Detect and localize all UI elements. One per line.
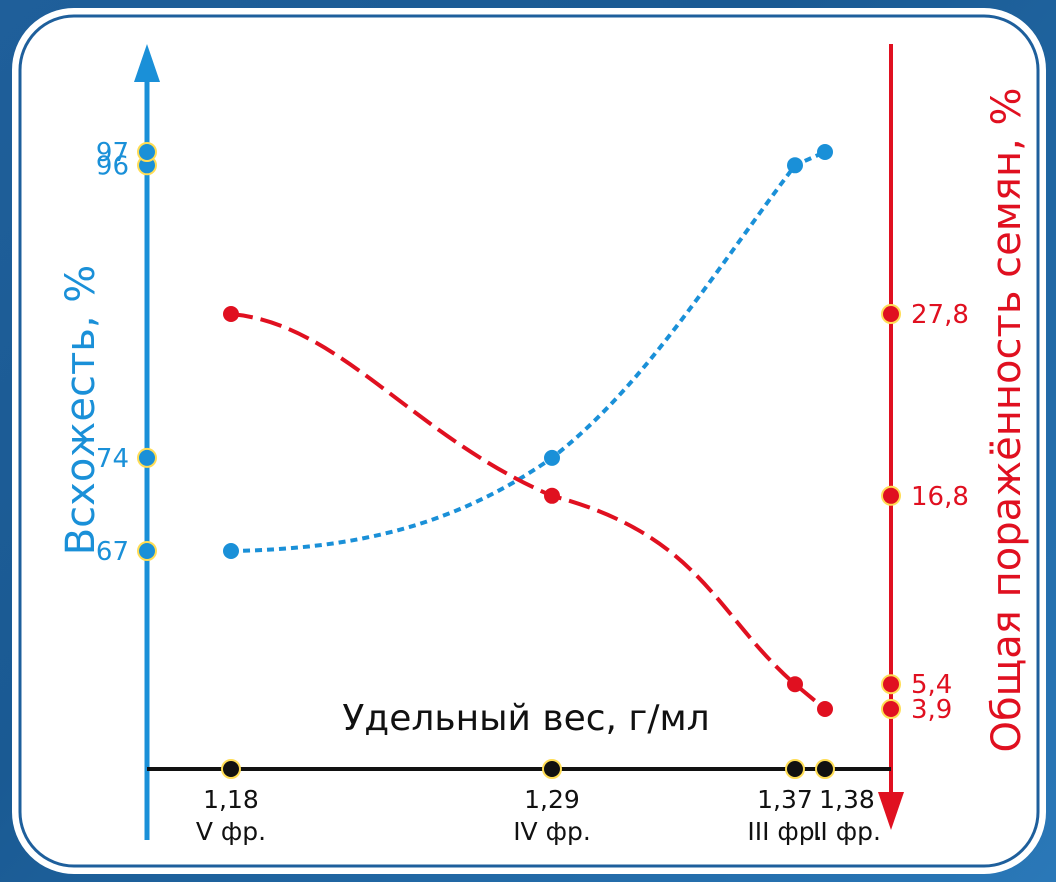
axis-point xyxy=(881,485,901,506)
data-point xyxy=(787,676,803,693)
x-fraction-label: IV фр. xyxy=(513,817,591,846)
left-axis-title: Всхожесть, % xyxy=(58,265,104,556)
data-point xyxy=(544,449,560,466)
data-point xyxy=(223,543,239,559)
x-tick-point xyxy=(542,759,562,779)
right-axis-title: Общая поражённость семян, % xyxy=(984,87,1030,752)
right-axis-arrow-icon xyxy=(878,792,904,830)
axis-point xyxy=(881,304,901,324)
x-axis-title: Удельный вес, г/мл xyxy=(342,698,709,739)
right-tick-label: 16,8 xyxy=(911,482,969,512)
right-tick-label: 5,4 xyxy=(911,670,952,700)
chart-panel-border xyxy=(18,14,1040,868)
data-point xyxy=(787,157,803,174)
data-point xyxy=(223,306,239,322)
chart-panel xyxy=(12,8,1046,874)
axis-point xyxy=(137,447,157,468)
right-tick-label: 3,9 xyxy=(911,695,952,725)
left-tick-label: 97 xyxy=(96,138,129,168)
data-point xyxy=(544,487,560,504)
data-point xyxy=(817,701,833,717)
x-tick-label: 1,38 xyxy=(819,785,875,814)
axis-point xyxy=(881,674,901,695)
x-tick-point xyxy=(815,759,835,779)
data-point xyxy=(817,144,833,160)
left-tick-label: 96 xyxy=(96,151,129,181)
axis-point xyxy=(881,699,901,719)
x-tick-label: 1,37 xyxy=(757,785,813,814)
guide-lines xyxy=(145,150,893,711)
right-tick-label: 27,8 xyxy=(911,300,969,330)
axis-point xyxy=(137,541,157,561)
x-tick-point xyxy=(221,759,241,779)
x-tick-label: 1,18 xyxy=(203,785,259,814)
left-tick-label: 74 xyxy=(96,444,129,474)
x-fraction-label: II фр. xyxy=(813,817,881,846)
axis-point xyxy=(137,142,157,162)
left-axis-arrow-icon xyxy=(134,44,160,82)
x-tick-point xyxy=(785,759,805,779)
left-tick-label: 67 xyxy=(96,537,129,567)
data-points xyxy=(137,142,901,779)
x-tick-label: 1,29 xyxy=(524,785,580,814)
x-fraction-label: V фр. xyxy=(196,817,266,846)
x-fraction-label: III фр. xyxy=(747,817,822,846)
